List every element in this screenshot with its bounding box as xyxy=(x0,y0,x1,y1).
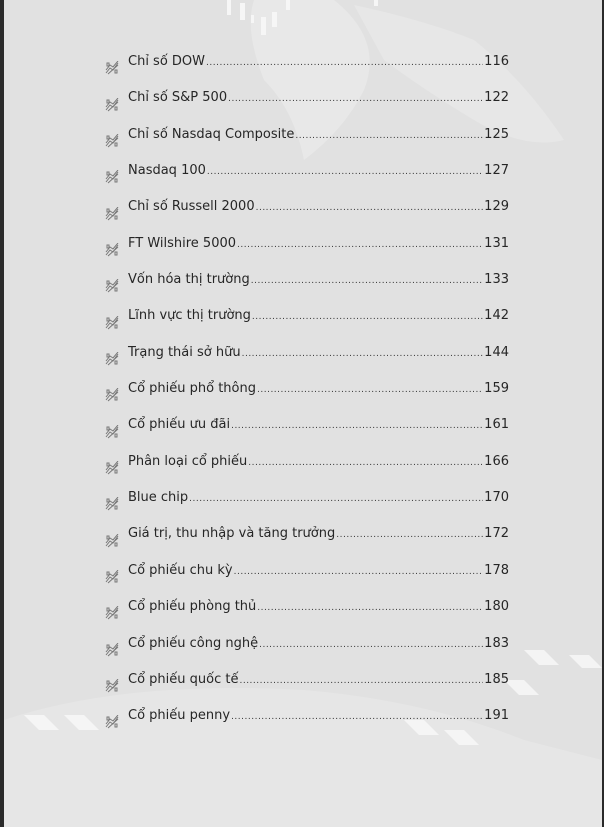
toc-entry-page-number: 191 xyxy=(484,708,509,724)
stock-chart-icon xyxy=(105,679,119,693)
toc-entry-title: Lĩnh vực thị trường xyxy=(128,308,251,324)
dot-leader xyxy=(207,167,483,177)
dot-leader xyxy=(242,349,484,359)
toc-entry-page-number: 180 xyxy=(484,599,509,615)
toc-entry-page-number: 159 xyxy=(484,381,509,397)
toc-entry-title: Giá trị, thu nhập và tăng trưởng xyxy=(128,526,336,542)
dot-leader xyxy=(257,603,483,613)
stock-chart-icon xyxy=(105,279,119,293)
toc-entry[interactable]: Phân loại cổ phiếu 166 xyxy=(104,454,509,490)
toc-entry[interactable]: Giá trị, thu nhập và tăng trưởng 172 xyxy=(104,526,509,562)
stock-chart-icon xyxy=(105,497,119,511)
dot-leader xyxy=(228,94,483,104)
document-page: Chỉ số DOW 116 Chỉ số S&P 500 122 Chỉ số… xyxy=(4,0,602,827)
dot-leader xyxy=(206,58,483,68)
dot-leader xyxy=(234,567,484,577)
toc-entry-page-number: 127 xyxy=(484,163,509,179)
stock-chart-icon xyxy=(105,533,119,548)
dot-leader xyxy=(259,640,483,650)
dot-leader xyxy=(239,676,483,686)
table-of-contents: Chỉ số DOW 116 Chỉ số S&P 500 122 Chỉ số… xyxy=(104,54,509,745)
toc-entry[interactable]: Vốn hóa thị trường 133 xyxy=(104,272,509,308)
stock-chart-icon xyxy=(105,170,119,184)
stock-chart-icon xyxy=(105,460,119,475)
toc-entry[interactable]: Cổ phiếu penny 191 xyxy=(104,708,509,744)
toc-entry[interactable]: Cổ phiếu phòng thủ 180 xyxy=(104,599,509,635)
toc-entry[interactable]: Cổ phiếu chu kỳ 178 xyxy=(104,563,509,599)
stock-chart-icon xyxy=(105,97,119,111)
toc-entry-title: Chỉ số Russell 2000 xyxy=(128,199,255,215)
dot-leader xyxy=(231,712,483,722)
toc-entry[interactable]: Cổ phiếu công nghệ 183 xyxy=(104,636,509,672)
toc-entry[interactable]: Cổ phiếu quốc tế 185 xyxy=(104,672,509,708)
toc-entry-page-number: 161 xyxy=(484,417,509,433)
toc-entry[interactable]: Chỉ số Nasdaq Composite 125 xyxy=(104,127,509,163)
toc-entry-title: Chỉ số DOW xyxy=(128,54,206,69)
toc-entry-page-number: 170 xyxy=(484,490,509,506)
dot-leader xyxy=(295,131,483,141)
toc-entry-title: Cổ phiếu penny xyxy=(128,708,231,724)
dot-leader xyxy=(257,385,483,395)
toc-entry-title: Blue chip xyxy=(128,490,189,506)
toc-entry[interactable]: Chỉ số DOW 116 xyxy=(104,54,509,90)
toc-entry-page-number: 172 xyxy=(484,526,509,542)
dot-leader xyxy=(251,276,483,286)
toc-entry-page-number: 178 xyxy=(484,562,509,578)
toc-entry-title: Cổ phiếu công nghệ xyxy=(128,635,259,651)
toc-entry[interactable]: Chỉ số S&P 500 122 xyxy=(104,90,509,126)
toc-entry-title: Cổ phiếu chu kỳ xyxy=(128,562,233,578)
toc-entry-title: Cổ phiếu quốc tế xyxy=(128,671,239,687)
toc-entry-page-number: 142 xyxy=(484,308,509,324)
toc-entry-page-number: 116 xyxy=(484,54,509,69)
stock-chart-icon xyxy=(105,569,119,584)
toc-entry-title: Cổ phiếu ưu đãi xyxy=(128,417,231,433)
toc-entry-page-number: 166 xyxy=(484,453,509,469)
toc-entry-page-number: 183 xyxy=(484,635,509,651)
stock-chart-icon xyxy=(105,242,119,257)
dot-leader xyxy=(248,458,483,468)
toc-entry[interactable]: Cổ phiếu phổ thông 159 xyxy=(104,381,509,417)
dot-leader xyxy=(256,203,484,213)
toc-entry-page-number: 131 xyxy=(484,235,509,251)
dot-leader xyxy=(189,494,483,504)
toc-entry-title: Cổ phiếu phòng thủ xyxy=(128,599,257,615)
toc-entry[interactable]: Trạng thái sở hữu 144 xyxy=(104,345,509,381)
dot-leader xyxy=(237,240,483,250)
stock-chart-icon xyxy=(105,388,119,402)
toc-entry-title: Trạng thái sở hữu xyxy=(128,344,241,360)
toc-entry[interactable]: Cổ phiếu ưu đãi 161 xyxy=(104,417,509,453)
toc-entry[interactable]: Nasdaq 100 127 xyxy=(104,163,509,199)
toc-entry-page-number: 133 xyxy=(484,272,509,288)
stock-chart-icon xyxy=(105,61,119,75)
toc-entry-title: FT Wilshire 5000 xyxy=(128,235,237,251)
toc-entry-title: Cổ phiếu phổ thông xyxy=(128,381,256,397)
stock-chart-icon xyxy=(105,133,119,148)
toc-entry-title: Phân loại cổ phiếu xyxy=(128,453,248,469)
stock-chart-icon xyxy=(105,315,119,329)
toc-entry-title: Nasdaq 100 xyxy=(128,163,206,179)
stock-chart-icon xyxy=(105,206,119,220)
toc-entry[interactable]: Blue chip 170 xyxy=(104,490,509,526)
toc-entry-title: Chỉ số Nasdaq Composite xyxy=(128,126,295,142)
dot-leader xyxy=(231,421,483,431)
stock-chart-icon xyxy=(105,424,119,438)
dot-leader xyxy=(252,312,483,322)
stock-chart-icon xyxy=(105,715,119,729)
stock-chart-icon xyxy=(105,642,119,657)
stock-chart-icon xyxy=(105,606,119,620)
toc-entry-title: Chỉ số S&P 500 xyxy=(128,90,228,106)
toc-entry[interactable]: Chỉ số Russell 2000 129 xyxy=(104,199,509,235)
dot-leader xyxy=(336,530,483,540)
toc-entry-page-number: 125 xyxy=(484,126,509,142)
toc-entry[interactable]: Lĩnh vực thị trường 142 xyxy=(104,308,509,344)
toc-entry[interactable]: FT Wilshire 5000 131 xyxy=(104,236,509,272)
stock-chart-icon xyxy=(105,351,119,366)
toc-entry-page-number: 144 xyxy=(484,344,509,360)
toc-entry-page-number: 185 xyxy=(484,671,509,687)
toc-entry-page-number: 129 xyxy=(484,199,509,215)
toc-entry-page-number: 122 xyxy=(484,90,509,106)
background-world-map-and-candlesticks xyxy=(4,0,602,827)
toc-entry-title: Vốn hóa thị trường xyxy=(128,272,250,288)
